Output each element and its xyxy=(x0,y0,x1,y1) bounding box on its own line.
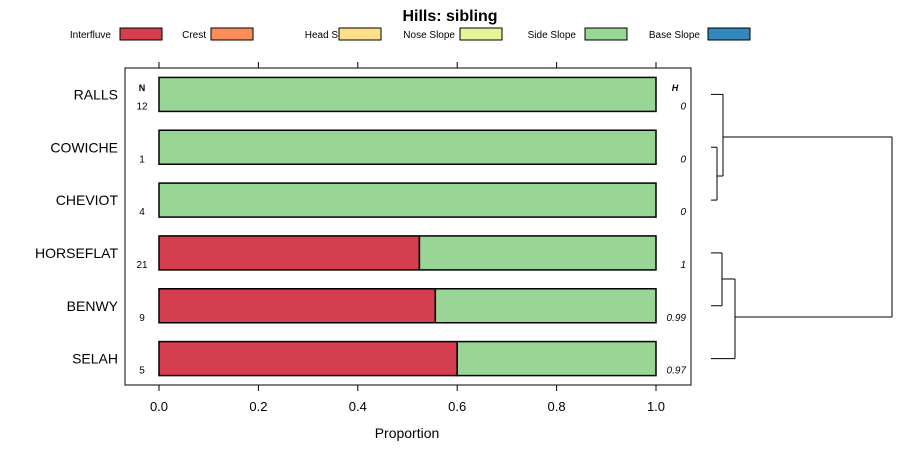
h-header: H xyxy=(672,83,679,93)
bar-segment xyxy=(418,235,657,271)
legend: Interfluve Crest Head Slope Nose Slope Side … xyxy=(70,27,751,41)
x-tick-label: 0.6 xyxy=(448,399,466,414)
bar-segment xyxy=(158,182,657,218)
x-tick-label: 0.4 xyxy=(349,399,367,414)
bar-segment xyxy=(158,288,437,324)
n-value: 21 xyxy=(136,260,148,271)
x-tick-label: 0.8 xyxy=(548,399,566,414)
category-label: COWICHE xyxy=(50,139,118,155)
category-label: HORSEFLAT xyxy=(35,245,118,261)
h-value: 0 xyxy=(680,154,686,165)
legend-swatch xyxy=(119,27,163,41)
category-label: RALLS xyxy=(74,86,118,102)
legend-label: Base Slope xyxy=(649,30,701,41)
bar-segment xyxy=(158,76,657,113)
legend-label: Nose Slope xyxy=(403,30,455,41)
legend-label: Crest xyxy=(182,30,206,41)
h-value: 0 xyxy=(680,101,686,112)
chart-title: Hills: sibling xyxy=(402,8,497,25)
bar-segment xyxy=(158,235,421,271)
n-header: N xyxy=(139,83,146,93)
legend-swatch xyxy=(210,27,254,41)
legend-swatch xyxy=(338,27,382,41)
legend-label: Interfluve xyxy=(70,30,112,41)
category-label: BENWY xyxy=(67,298,119,314)
h-value: 0.99 xyxy=(667,313,687,324)
plot-frame xyxy=(124,67,692,386)
x-tick-label: 1.0 xyxy=(647,399,665,414)
h-value: 1 xyxy=(680,260,686,271)
legend-label: Head Slope xyxy=(305,30,358,41)
category-label: SELAH xyxy=(72,351,118,367)
dendrogram xyxy=(711,93,893,360)
legend-swatch xyxy=(584,27,628,41)
legend-swatch xyxy=(459,27,503,41)
legend-label: Side Slope xyxy=(528,30,577,41)
n-value: 12 xyxy=(136,101,148,112)
legend-swatch xyxy=(707,27,751,41)
bar-segment xyxy=(158,340,458,377)
bar-segment xyxy=(158,129,657,165)
bar-segment xyxy=(434,288,657,324)
n-value: 9 xyxy=(139,313,145,324)
category-label: CHEVIOT xyxy=(56,192,119,208)
n-value: 5 xyxy=(139,366,145,377)
h-value: 0.97 xyxy=(667,366,687,377)
n-value: 4 xyxy=(139,207,145,218)
plot-area: 0.0 0.2 0.4 0.6 0.8 1.0 N H RALLS 12 0 COWICHE 1 0 CHE… xyxy=(35,62,692,414)
n-value: 1 xyxy=(139,154,145,165)
h-value: 0 xyxy=(680,207,686,218)
x-tick-label: 0.0 xyxy=(150,399,168,414)
x-tick-label: 0.2 xyxy=(249,399,267,414)
x-axis-label: Proportion xyxy=(375,425,440,441)
bar-segment xyxy=(456,340,657,377)
